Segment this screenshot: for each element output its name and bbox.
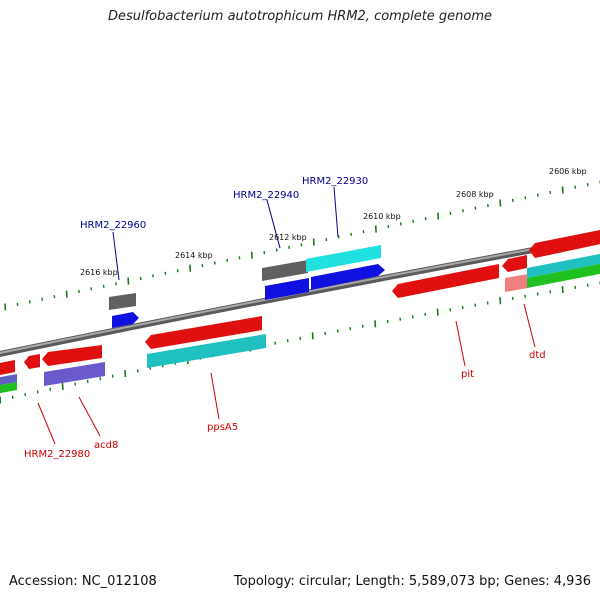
scale-label-2612: 2612 kbp: [269, 233, 307, 242]
scale-label-2610: 2610 kbp: [363, 212, 401, 221]
connector-ppsA5: [210, 372, 220, 420]
gene-arrow-acd8-domain[interactable]: [44, 362, 105, 386]
gene-arrow-hrm2-22960[interactable]: [109, 293, 136, 310]
scale-label-2614: 2614 kbp: [175, 251, 213, 260]
gene-arrow-ppsA5-domain[interactable]: [147, 334, 266, 368]
forward-genes: [109, 245, 385, 328]
connector-hrm2-22960: [112, 231, 120, 281]
inner-tick-ring: [0, 281, 600, 404]
gene-arrow-hrm2-22940[interactable]: [262, 260, 308, 281]
gene-label-acd8[interactable]: acd8: [94, 440, 118, 451]
gene-label-hrm2-22940[interactable]: HRM2_22940: [233, 190, 299, 201]
gene-arrow-dtd[interactable]: [502, 255, 527, 272]
gene-arrow-pit[interactable]: [392, 264, 499, 298]
gene-arrow-hrm2-22930[interactable]: [306, 245, 381, 272]
outer-tick-ring: [4, 180, 600, 311]
gene-arrow-hrm2-22940-cds[interactable]: [265, 278, 309, 300]
genome-summary-label: Topology: circular; Length: 5,589,073 bp…: [233, 574, 591, 589]
gene-label-hrm2-22930[interactable]: HRM2_22930: [302, 176, 368, 187]
connector-dtd: [523, 303, 536, 348]
gene-label-hrm2-22960[interactable]: HRM2_22960: [80, 220, 146, 231]
gene-arrow-small[interactable]: [24, 354, 40, 369]
gene-arrow-hrm2-22980-c[interactable]: [0, 382, 17, 394]
connector-hrm2-22940: [266, 199, 281, 249]
gene-arrow-hrm2-22980-b[interactable]: [0, 374, 17, 386]
gene-arrow-dtd-domain[interactable]: [505, 274, 528, 292]
connector-hrm2-22980: [37, 402, 56, 445]
gene-arrow-right-2[interactable]: [527, 252, 600, 278]
gene-label-dtd[interactable]: dtd: [529, 350, 546, 361]
gene-labels: HRM2_22960 HRM2_22940 HRM2_22930 HRM2_22…: [24, 176, 546, 460]
scale-labels: 2616 kbp 2614 kbp 2612 kbp 2610 kbp 2608…: [80, 167, 587, 277]
reverse-genes: [0, 228, 600, 394]
connector-acd8: [78, 396, 101, 437]
gene-arrow-hrm2-22980[interactable]: [0, 360, 15, 376]
gene-arrow-acd8[interactable]: [42, 345, 102, 366]
gene-label-ppsA5[interactable]: ppsA5: [207, 422, 238, 433]
scale-label-2606: 2606 kbp: [549, 167, 587, 176]
scale-label-2608: 2608 kbp: [456, 190, 494, 199]
map-title: Desulfobacterium autotrophicum HRM2, com…: [107, 9, 493, 24]
gene-arrow-right-1[interactable]: [529, 228, 600, 258]
gene-arrow-hrm2-22960-cds[interactable]: [112, 312, 139, 328]
accession-label: Accession: NC_012108: [9, 574, 157, 589]
gene-label-pit[interactable]: pit: [461, 369, 474, 380]
connector-hrm2-22930: [333, 186, 339, 238]
connector-pit: [455, 320, 466, 367]
label-connectors: [37, 186, 536, 445]
gene-arrow-ppsA5[interactable]: [145, 316, 262, 349]
gene-label-hrm2-22980[interactable]: HRM2_22980: [24, 449, 90, 460]
scale-label-2616: 2616 kbp: [80, 268, 118, 277]
gene-arrow-hrm2-22930-cds[interactable]: [311, 264, 385, 290]
gene-arrow-right-3[interactable]: [527, 262, 600, 288]
